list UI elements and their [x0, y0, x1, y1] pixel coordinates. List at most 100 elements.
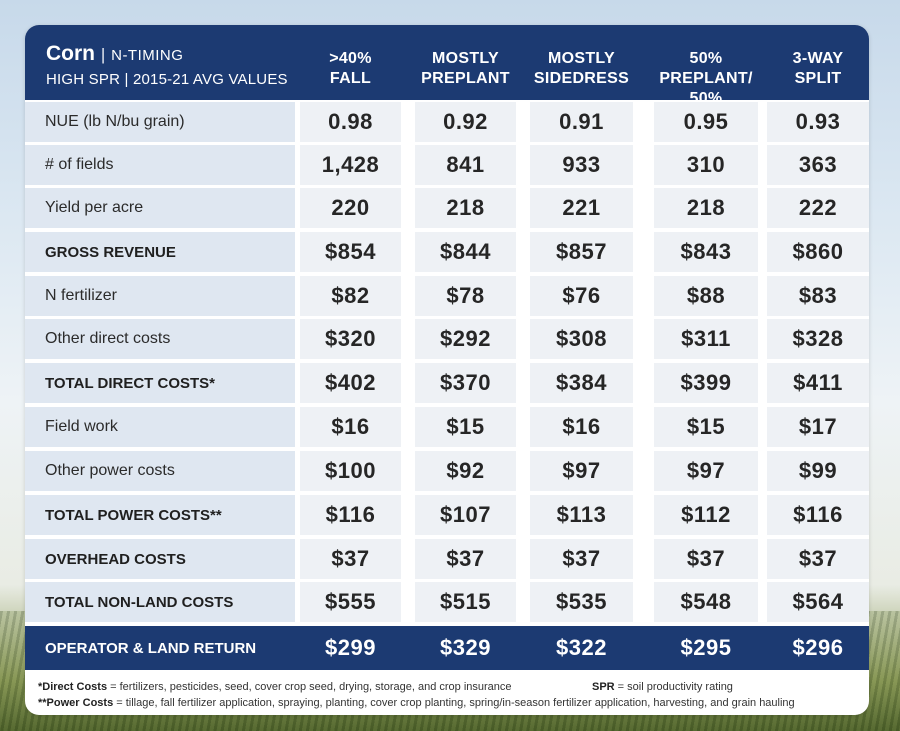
- value-cell: 0.95: [654, 102, 758, 142]
- value-cell: $555: [300, 582, 401, 622]
- table-row: NUE (lb N/bu grain) 0.98 0.92 0.91 0.95 0.93: [25, 102, 869, 142]
- column-header-line: SPLIT: [794, 70, 842, 87]
- value-cell: 221: [530, 188, 633, 228]
- footnote-direct-term: *Direct Costs: [38, 681, 108, 693]
- table-row: OVERHEAD COSTS $37 $37 $37 $37 $37: [25, 539, 869, 579]
- row-label: NUE (lb N/bu grain): [25, 102, 295, 142]
- value-cell: 363: [767, 145, 869, 185]
- table-row: Other power costs $100 $92 $97 $97 $99: [25, 451, 869, 491]
- column-header: MOSTLY PREPLANT: [407, 49, 524, 89]
- value-cell: $296: [792, 635, 844, 660]
- category-label: N-TIMING: [111, 47, 184, 64]
- value-cell: $535: [530, 582, 633, 622]
- column-header-line: MOSTLY: [432, 50, 499, 67]
- value-cell: $116: [767, 495, 869, 535]
- value-cell: $384: [530, 363, 633, 403]
- value-cell: $37: [767, 539, 869, 579]
- value-cell: $328: [767, 319, 869, 359]
- value-cell: 220: [300, 188, 401, 228]
- data-card: Corn | N-TIMING HIGH SPR | 2015-21 AVG V…: [25, 25, 869, 715]
- row-label: OVERHEAD COSTS: [25, 539, 295, 579]
- table-row: TOTAL DIRECT COSTS* $402 $370 $384 $399 $411: [25, 363, 869, 403]
- footnote-spr-text: = soil productivity rating: [614, 681, 733, 693]
- table-row: TOTAL POWER COSTS** $116 $107 $113 $112 $116: [25, 495, 869, 535]
- value-cell: $92: [415, 451, 516, 491]
- value-cell: 218: [415, 188, 516, 228]
- column-header-line: >40%: [329, 50, 372, 67]
- table-row: # of fields 1,428 841 933 310 363: [25, 145, 869, 185]
- footnote-direct-text: = fertilizers, pesticides, seed, cover c…: [107, 681, 512, 693]
- value-cell: $329: [440, 635, 491, 660]
- value-cell: $860: [767, 232, 869, 272]
- value-cell: $76: [530, 276, 633, 316]
- value-cell: $320: [300, 319, 401, 359]
- row-label: GROSS REVENUE: [25, 232, 295, 272]
- value-cell: $564: [767, 582, 869, 622]
- value-cell: $83: [767, 276, 869, 316]
- column-header: 3-WAY SPLIT: [759, 49, 869, 89]
- column-header-line: FALL: [329, 70, 372, 87]
- table-row: N fertilizer $82 $78 $76 $88 $83: [25, 276, 869, 316]
- table-row: GROSS REVENUE $854 $844 $857 $843 $860: [25, 232, 869, 272]
- value-cell: $843: [654, 232, 758, 272]
- footnotes: *Direct Costs = fertilizers, pesticides,…: [38, 679, 868, 711]
- value-cell: $82: [300, 276, 401, 316]
- value-cell: $100: [300, 451, 401, 491]
- footnote-direct-costs: *Direct Costs = fertilizers, pesticides,…: [38, 679, 868, 695]
- value-cell: $15: [415, 407, 516, 447]
- column-header-line: PREPLANT: [421, 70, 510, 87]
- footnote-spr: SPR = soil productivity rating: [592, 679, 733, 695]
- row-label: TOTAL POWER COSTS**: [25, 495, 295, 535]
- row-label: Yield per acre: [25, 188, 295, 228]
- value-cell: $402: [300, 363, 401, 403]
- value-cell: $515: [415, 582, 516, 622]
- table-row: Yield per acre 220 218 221 218 222: [25, 188, 869, 228]
- column-header-line: MOSTLY: [548, 50, 615, 67]
- footnote-power-term: **Power Costs: [38, 697, 114, 709]
- value-cell: $37: [654, 539, 758, 579]
- value-cell: $78: [415, 276, 516, 316]
- value-cell: $292: [415, 319, 516, 359]
- row-label: TOTAL DIRECT COSTS*: [25, 363, 295, 403]
- value-cell: $299: [325, 635, 376, 660]
- table-header: Corn | N-TIMING HIGH SPR | 2015-21 AVG V…: [25, 25, 869, 127]
- value-cell: $16: [530, 407, 633, 447]
- row-label: # of fields: [25, 145, 295, 185]
- value-cell: $844: [415, 232, 516, 272]
- total-return-row: OPERATOR & LAND RETURN $299 $329 $322 $295 $2…: [25, 626, 869, 670]
- row-label: Other power costs: [25, 451, 295, 491]
- footnote-power-text: = tillage, fall fertilizer application, …: [113, 697, 795, 709]
- value-cell: $322: [556, 635, 607, 660]
- value-cell: 841: [415, 145, 516, 185]
- value-cell: $107: [415, 495, 516, 535]
- column-header-line: 50% PREPLANT/: [659, 50, 753, 87]
- value-cell: 933: [530, 145, 633, 185]
- value-cell: $399: [654, 363, 758, 403]
- value-cell: 0.98: [300, 102, 401, 142]
- value-cell: $112: [654, 495, 758, 535]
- value-cell: 0.91: [530, 102, 633, 142]
- value-cell: $295: [680, 635, 732, 660]
- value-cell: 222: [767, 188, 869, 228]
- value-cell: 0.93: [767, 102, 869, 142]
- row-label: Field work: [25, 407, 295, 447]
- row-label: Other direct costs: [25, 319, 295, 359]
- column-header: MOSTLY SIDEDRESS: [522, 49, 641, 89]
- value-cell: $411: [767, 363, 869, 403]
- column-header: >40% FALL: [292, 49, 409, 89]
- value-cell: $311: [654, 319, 758, 359]
- value-cell: $37: [415, 539, 516, 579]
- value-cell: $97: [654, 451, 758, 491]
- row-label: N fertilizer: [25, 276, 295, 316]
- value-cell: $854: [300, 232, 401, 272]
- column-header-line: 3-WAY: [792, 50, 844, 67]
- value-cell: $88: [654, 276, 758, 316]
- value-cell: $99: [767, 451, 869, 491]
- value-cell: $113: [530, 495, 633, 535]
- value-cell: $116: [300, 495, 401, 535]
- row-label: TOTAL NON-LAND COSTS: [25, 582, 295, 622]
- column-header-line: SIDEDRESS: [533, 70, 630, 87]
- table-row: TOTAL NON-LAND COSTS $555 $515 $535 $548 $564: [25, 582, 869, 622]
- value-cell: $97: [530, 451, 633, 491]
- row-label: OPERATOR & LAND RETURN: [45, 639, 257, 657]
